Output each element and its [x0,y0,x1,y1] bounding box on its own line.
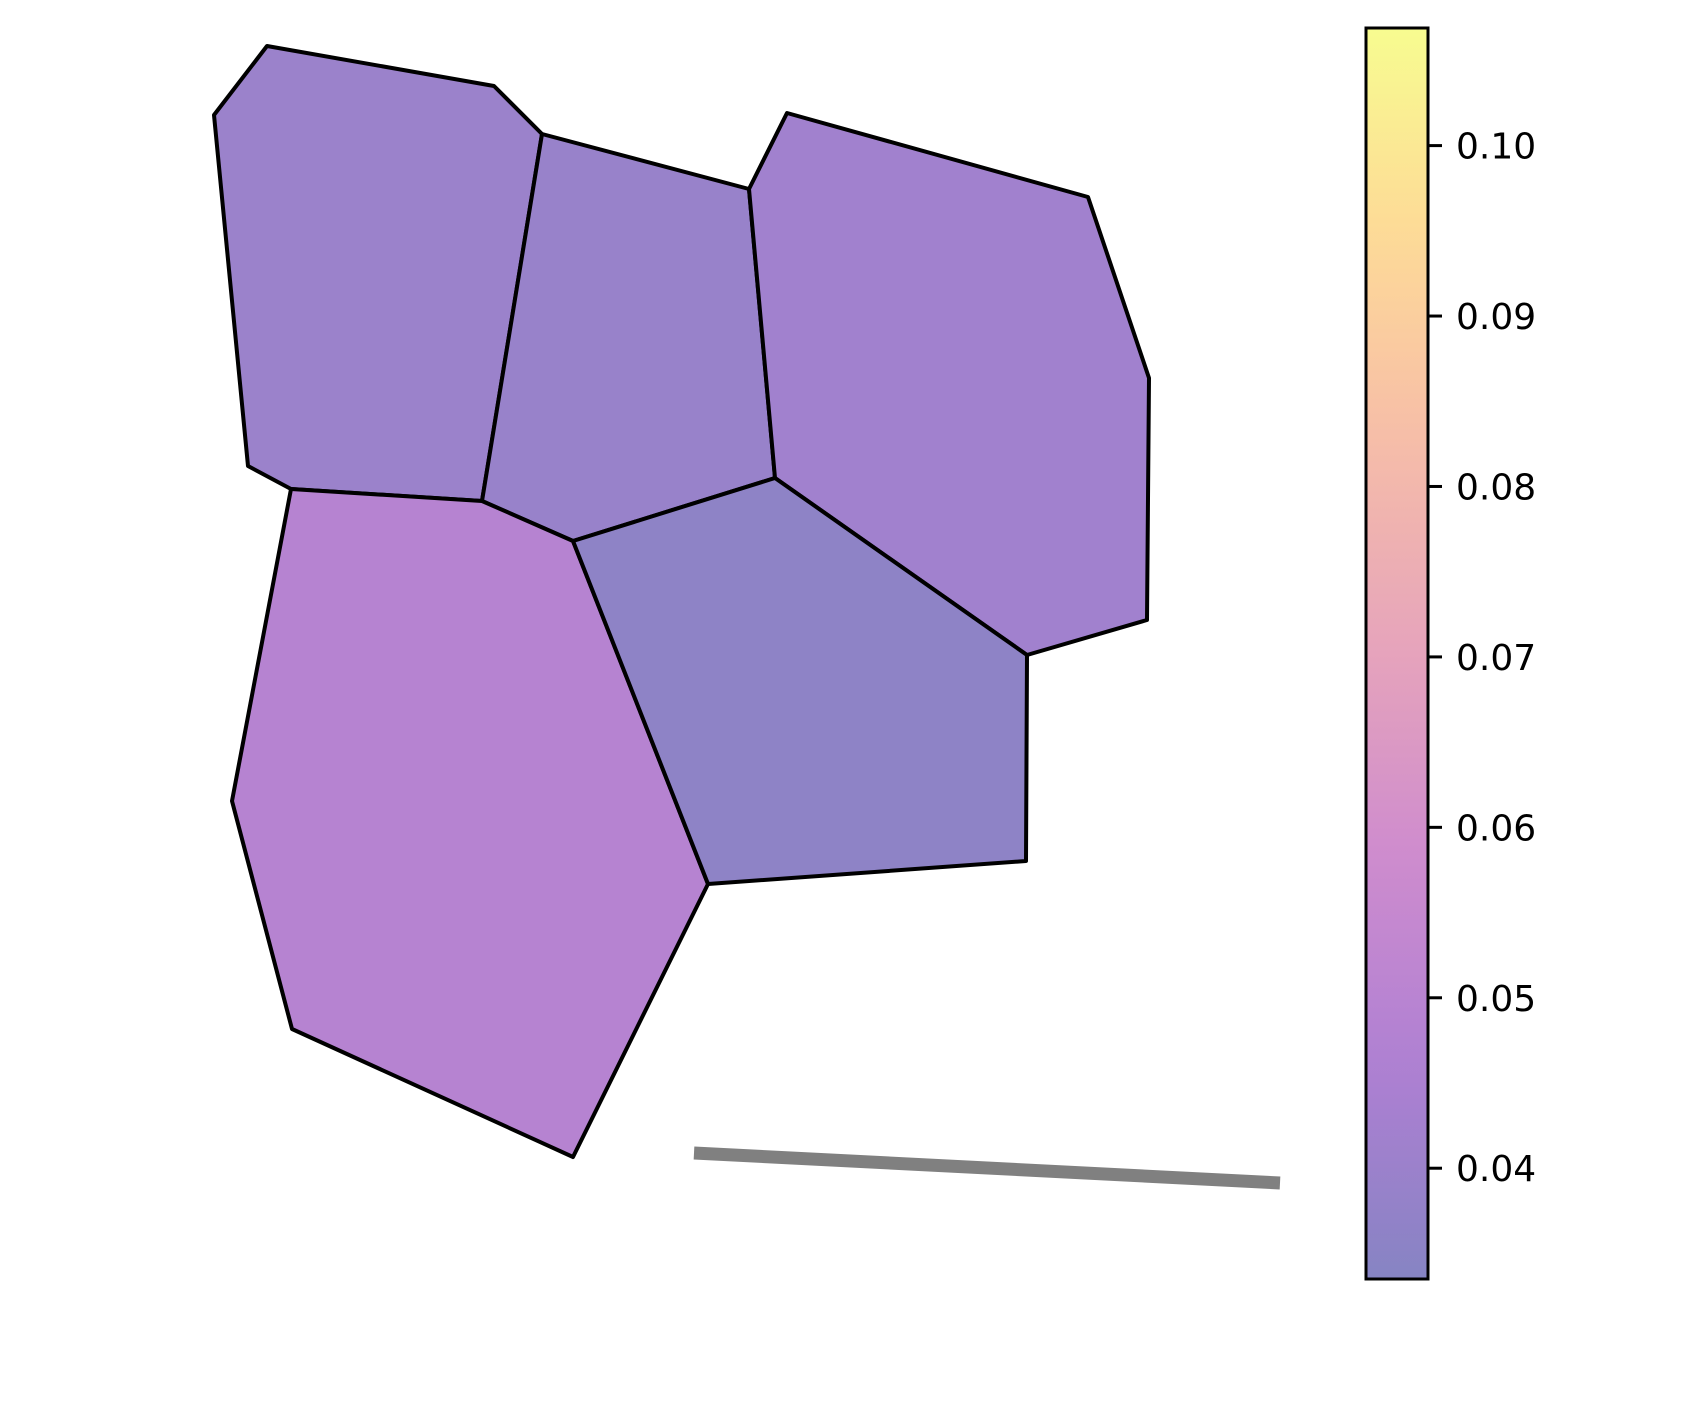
cell-map [212,44,1151,1159]
colorbar-tick-label: 0.06 [1456,808,1536,849]
colorbar: 0.04 0.05 0.06 0.07 0.08 0.09 0.10 [1364,26,1536,1281]
annotation-line [693,1146,1281,1190]
colorbar-tick-label: 0.07 [1456,638,1536,679]
colorbar-gradient [1364,26,1430,1281]
colorbar-tick-label: 0.09 [1456,297,1536,338]
colorbar-tick-label: 0.10 [1456,127,1536,168]
cell-middle [571,476,1029,886]
colorbar-tick-label: 0.05 [1456,979,1536,1020]
colorbar-tick-label: 0.08 [1456,467,1536,508]
cell-bottom-left [230,487,710,1159]
annotation-layer [693,1146,1281,1190]
colorbar-tick-label: 0.04 [1456,1149,1536,1190]
